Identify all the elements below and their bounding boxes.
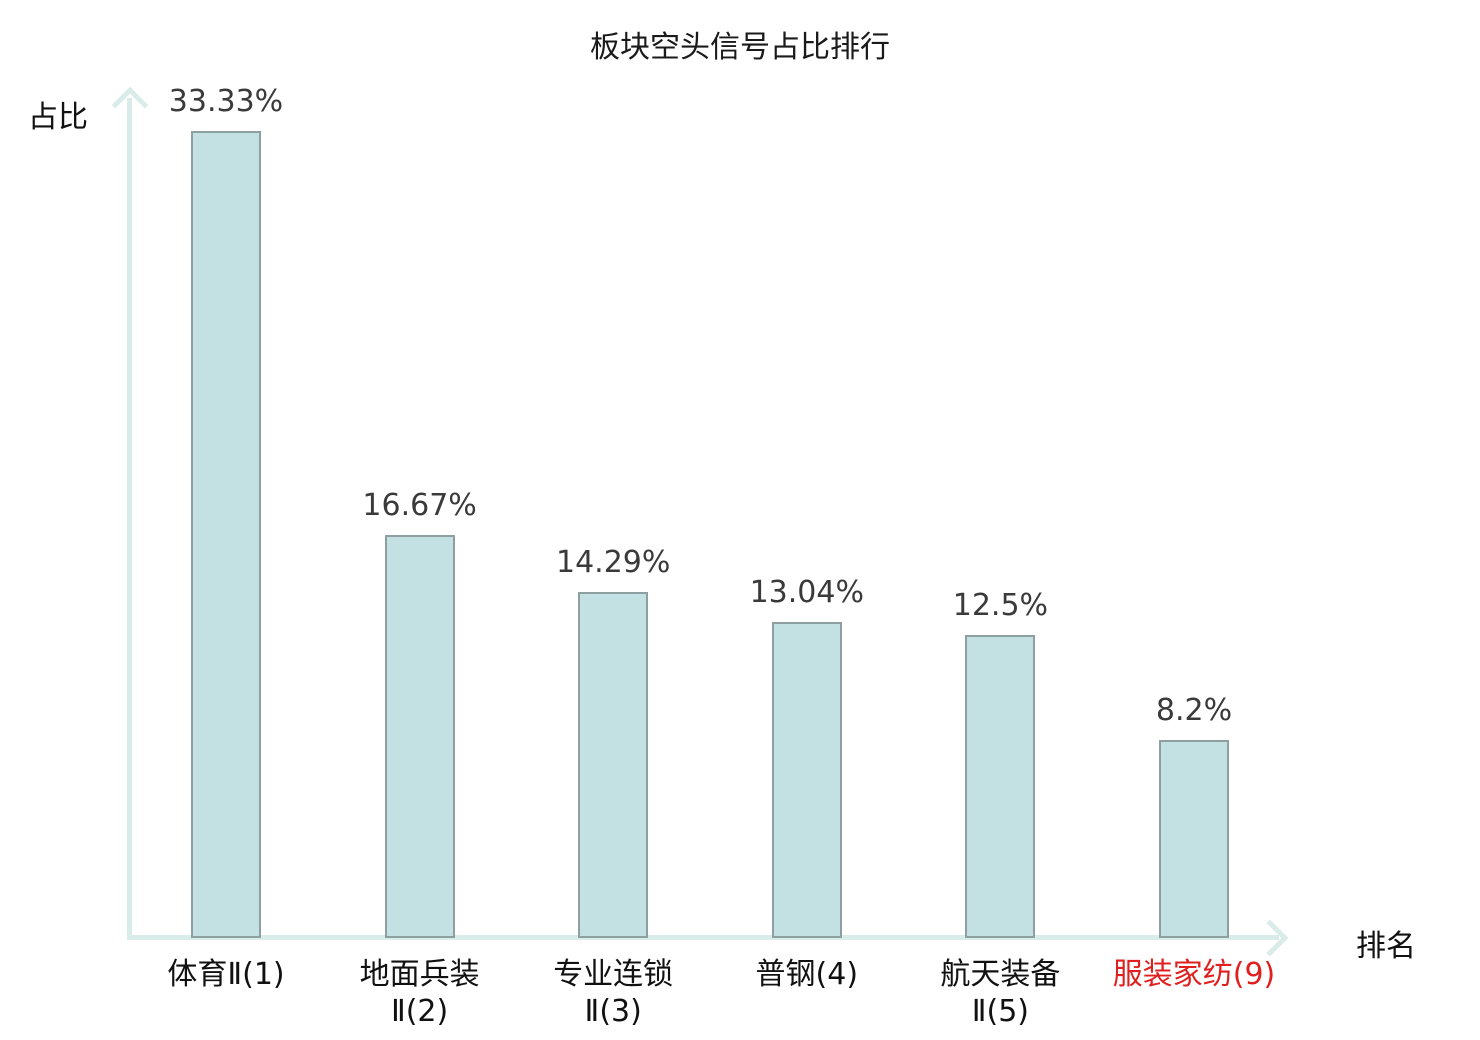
x-tick-label: 体育Ⅱ(1) bbox=[96, 956, 356, 993]
x-tick-label-line: Ⅱ(5) bbox=[971, 994, 1030, 1029]
x-axis-arrowhead-icon bbox=[1251, 919, 1289, 957]
x-tick-label-line: 服装家纺(9) bbox=[1112, 957, 1276, 992]
bar bbox=[965, 635, 1036, 938]
bar bbox=[191, 131, 261, 938]
bar-value-label: 13.04% bbox=[749, 575, 864, 610]
x-tick-label: 航天装备 Ⅱ(5) bbox=[870, 956, 1130, 1030]
x-tick-label-line: 体育Ⅱ(1) bbox=[167, 957, 285, 992]
bar-value-label: 12.5% bbox=[952, 588, 1049, 623]
x-tick-label-line: Ⅱ(3) bbox=[584, 994, 642, 1029]
bar-value-label: 16.67% bbox=[362, 488, 477, 523]
x-tick-label: 专业连锁 Ⅱ(3) bbox=[483, 956, 743, 1030]
x-tick-label-line: Ⅱ(2) bbox=[390, 994, 449, 1029]
bar bbox=[1159, 740, 1229, 938]
x-tick-label: 普钢(4) bbox=[677, 956, 937, 993]
bar bbox=[771, 622, 842, 938]
bar-value-label: 8.2% bbox=[1155, 693, 1233, 728]
x-tick-label: 服装家纺(9) bbox=[1064, 956, 1324, 993]
x-tick-label-line: 航天装备 bbox=[940, 957, 1061, 992]
bar-value-label: 33.33% bbox=[168, 84, 284, 119]
x-tick-label-line: 普钢(4) bbox=[755, 957, 859, 992]
bar bbox=[578, 592, 649, 938]
chart-title: 板块空头信号占比排行 bbox=[590, 30, 890, 65]
x-tick-label: 地面兵装 Ⅱ(2) bbox=[290, 956, 550, 1030]
y-axis-line bbox=[127, 98, 132, 940]
bar-value-label: 14.29% bbox=[555, 545, 671, 580]
x-tick-label-line: 地面兵装 bbox=[359, 957, 480, 992]
bar bbox=[384, 535, 455, 938]
x-tick-label-line: 专业连锁 bbox=[553, 957, 674, 992]
x-axis-line bbox=[127, 935, 1279, 940]
x-axis-label: 排名 bbox=[1356, 929, 1416, 964]
y-axis-label: 占比 bbox=[28, 100, 88, 135]
